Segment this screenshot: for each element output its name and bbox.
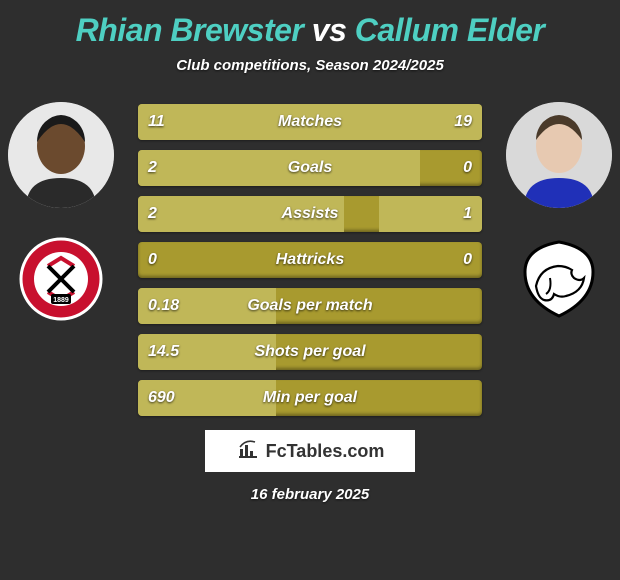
stat-row: 0 0Hattricks bbox=[138, 242, 482, 278]
date-text: 16 february 2025 bbox=[0, 486, 620, 503]
svg-text:1889: 1889 bbox=[53, 297, 69, 304]
stat-row: 14.5Shots per goal bbox=[138, 334, 482, 370]
branding-text: FcTables.com bbox=[266, 441, 385, 462]
stat-rows: 1119Matches20Goals21Assists00Hattricks0.… bbox=[138, 102, 482, 416]
stat-row: 690Min per goal bbox=[138, 380, 482, 416]
chart-icon bbox=[236, 437, 260, 466]
player1-portrait bbox=[8, 102, 114, 208]
stat-value-right: 0 bbox=[453, 150, 482, 186]
title-player1: Rhian Brewster bbox=[76, 12, 304, 48]
stat-fill-right bbox=[264, 104, 482, 140]
stat-value-right: 0 bbox=[453, 242, 482, 278]
stat-fill-left bbox=[138, 150, 420, 186]
title-player2: Callum Elder bbox=[355, 12, 545, 48]
title-vs: vs bbox=[312, 12, 347, 48]
player2-club-badge bbox=[516, 236, 602, 322]
stat-fill-left bbox=[138, 288, 276, 324]
branding-badge: FcTables.com bbox=[205, 430, 415, 472]
subtitle: Club competitions, Season 2024/2025 bbox=[0, 57, 620, 74]
stat-row: 1119Matches bbox=[138, 104, 482, 140]
stat-fill-left bbox=[138, 196, 344, 232]
stat-fill-left bbox=[138, 334, 276, 370]
player2-portrait bbox=[506, 102, 612, 208]
stat-label: Hattricks bbox=[138, 242, 482, 278]
stat-row: 0.18Goals per match bbox=[138, 288, 482, 324]
stat-row: 20Goals bbox=[138, 150, 482, 186]
stat-fill-left bbox=[138, 104, 264, 140]
page-title: Rhian Brewster vs Callum Elder bbox=[0, 0, 620, 49]
stat-row: 21Assists bbox=[138, 196, 482, 232]
stat-value-left: 0 bbox=[138, 242, 167, 278]
stat-fill-left bbox=[138, 380, 276, 416]
comparison-stage: 1889 1119Matches20Goals21Assists00Hattri… bbox=[0, 102, 620, 416]
player1-club-badge: 1889 bbox=[18, 236, 104, 322]
stat-fill-right bbox=[379, 196, 482, 232]
